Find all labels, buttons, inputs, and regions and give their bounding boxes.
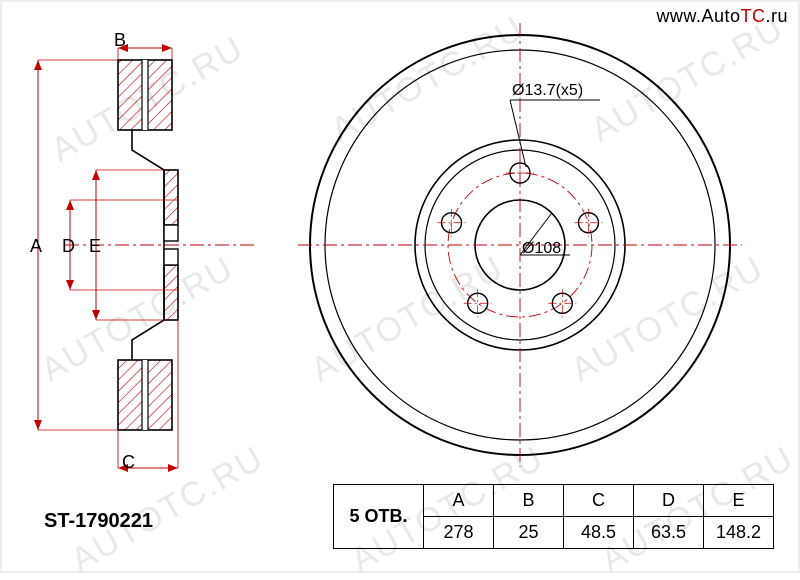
- dim-label-d: D: [62, 236, 75, 257]
- val-b: 25: [494, 517, 564, 549]
- dim-label-e: E: [89, 236, 101, 257]
- col-a: A: [424, 485, 494, 517]
- table-row: 5 ОТВ. A B C D E: [334, 485, 774, 517]
- source-url: www.AutoTC.ru: [656, 6, 788, 27]
- part-number: ST-1790221: [44, 510, 153, 533]
- col-d: D: [634, 485, 704, 517]
- dim-label-a: A: [30, 236, 42, 257]
- url-suffix: .ru: [765, 6, 788, 26]
- col-c: C: [564, 485, 634, 517]
- val-d: 63.5: [634, 517, 704, 549]
- url-red: TC: [740, 6, 765, 26]
- dim-label-b: B: [114, 30, 126, 51]
- url-prefix: www.: [656, 6, 701, 26]
- url-mid: Auto: [701, 6, 740, 26]
- val-e: 148.2: [704, 517, 774, 549]
- callout-bolt-holes: Ø13.7(x5): [512, 82, 583, 100]
- col-e: E: [704, 485, 774, 517]
- dim-label-c: C: [122, 452, 135, 473]
- val-c: 48.5: [564, 517, 634, 549]
- col-b: B: [494, 485, 564, 517]
- callout-bore: Ø108: [522, 240, 561, 258]
- val-a: 278: [424, 517, 494, 549]
- holes-count: 5 ОТВ.: [334, 485, 424, 549]
- dimension-table: 5 ОТВ. A B C D E 278 25 48.5 63.5 148.2: [333, 484, 774, 549]
